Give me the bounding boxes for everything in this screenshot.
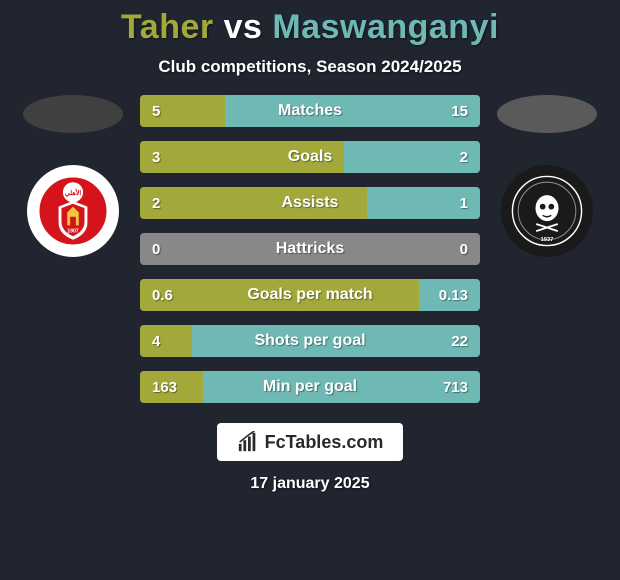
stat-label: Goals <box>212 148 408 166</box>
stat-value-left: 0 <box>140 241 212 258</box>
title: Taher vs Maswanganyi <box>0 8 620 47</box>
stat-value-right: 1 <box>408 195 480 212</box>
stat-value-right: 2 <box>408 149 480 166</box>
stat-value-right: 0 <box>408 241 480 258</box>
stat-row: 163Min per goal713 <box>140 371 480 403</box>
stat-label: Shots per goal <box>212 332 408 350</box>
footer: FcTables.com 17 january 2025 <box>0 423 620 493</box>
left-side: الأهلي 1907 <box>18 95 128 257</box>
player1-avatar-oval <box>23 95 123 133</box>
stat-label: Assists <box>212 194 408 212</box>
right-side: 1937 <box>492 95 602 257</box>
stat-value-left: 2 <box>140 195 212 212</box>
stat-value-left: 3 <box>140 149 212 166</box>
stat-value-left: 0.6 <box>140 287 212 304</box>
stats-column: 5Matches153Goals22Assists10Hattricks00.6… <box>140 95 480 403</box>
stat-value-right: 713 <box>408 379 480 396</box>
stat-row: 3Goals2 <box>140 141 480 173</box>
stat-value-right: 0.13 <box>408 287 480 304</box>
stat-label: Goals per match <box>212 286 408 304</box>
stat-value-left: 5 <box>140 103 212 120</box>
svg-text:1937: 1937 <box>541 237 554 243</box>
orlando-pirates-badge-icon: 1937 <box>511 175 583 247</box>
logo-text: FcTables.com <box>265 432 384 453</box>
svg-text:1907: 1907 <box>67 229 78 235</box>
subtitle: Club competitions, Season 2024/2025 <box>0 57 620 77</box>
stat-value-right: 15 <box>408 103 480 120</box>
vs-text: vs <box>224 8 263 46</box>
date-text: 17 january 2025 <box>250 475 369 493</box>
stat-row: 2Assists1 <box>140 187 480 219</box>
fctables-logo: FcTables.com <box>217 423 404 461</box>
stat-value-right: 22 <box>408 333 480 350</box>
stat-row: 4Shots per goal22 <box>140 325 480 357</box>
player2-avatar-oval <box>497 95 597 133</box>
stat-label: Matches <box>212 102 408 120</box>
player2-name: Maswanganyi <box>272 8 499 46</box>
al-ahly-badge-icon: الأهلي 1907 <box>37 175 109 247</box>
stat-label: Hattricks <box>212 240 408 258</box>
stat-row: 0Hattricks0 <box>140 233 480 265</box>
comparison-infographic: Taher vs Maswanganyi Club competitions, … <box>0 0 620 580</box>
player1-club-badge: الأهلي 1907 <box>27 165 119 257</box>
stat-value-left: 4 <box>140 333 212 350</box>
stat-value-left: 163 <box>140 379 212 396</box>
stat-label: Min per goal <box>212 378 408 396</box>
player2-club-badge: 1937 <box>501 165 593 257</box>
stat-row: 5Matches15 <box>140 95 480 127</box>
stat-row: 0.6Goals per match0.13 <box>140 279 480 311</box>
svg-text:الأهلي: الأهلي <box>65 188 82 197</box>
main-area: الأهلي 1907 5Matches153Goals22Assists10H… <box>0 95 620 403</box>
chart-icon <box>237 431 259 453</box>
player1-name: Taher <box>121 8 214 46</box>
